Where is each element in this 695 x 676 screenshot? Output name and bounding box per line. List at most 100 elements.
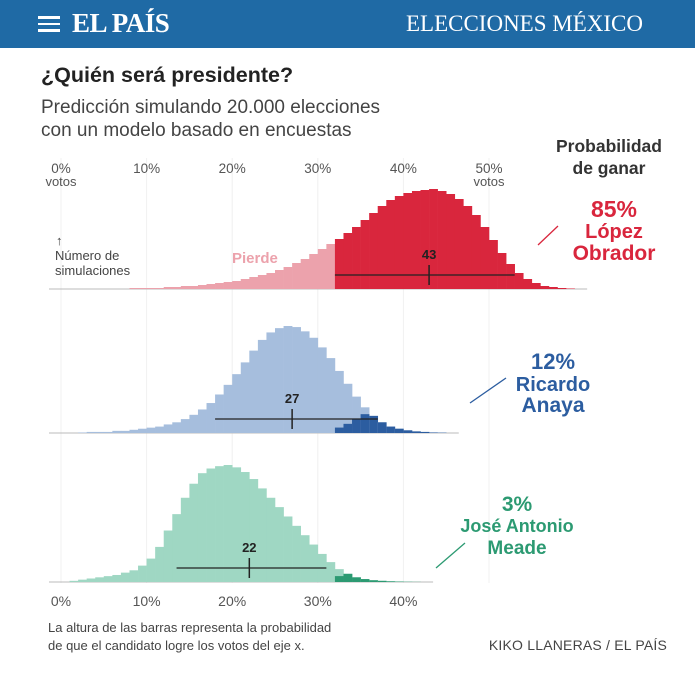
menu-icon[interactable] xyxy=(38,16,60,32)
median-label: 27 xyxy=(285,391,299,406)
histogram-bar xyxy=(78,579,87,582)
histogram-bar xyxy=(240,362,250,433)
candidate-name-line2: Meade xyxy=(487,538,546,559)
histogram-bar xyxy=(326,358,336,433)
histogram-bar xyxy=(180,419,190,433)
winning-bar xyxy=(377,580,387,582)
histogram-bar xyxy=(112,574,122,582)
histogram-bar xyxy=(146,288,156,289)
histogram-bar xyxy=(557,288,567,289)
histogram-bar xyxy=(506,264,515,289)
histogram-bar xyxy=(215,466,224,582)
histogram-bar xyxy=(523,279,533,289)
histogram-bar xyxy=(163,424,173,433)
histogram-bar xyxy=(326,244,336,289)
histogram-bar xyxy=(446,194,456,289)
histogram-bar xyxy=(531,283,541,289)
histogram-bar xyxy=(394,196,404,289)
histogram-bar xyxy=(369,213,379,289)
y-axis-arrow: ↑ xyxy=(56,233,63,248)
histogram-bar xyxy=(206,284,216,289)
median-label: 22 xyxy=(242,540,256,555)
label-connector xyxy=(537,225,559,246)
winning-bar xyxy=(343,573,353,582)
section-title[interactable]: ELECCIONES MÉXICO xyxy=(405,11,643,36)
x-tick-label-top: 30% xyxy=(304,161,331,176)
histogram-bar xyxy=(180,497,190,582)
histogram-bar xyxy=(309,544,319,582)
histogram-bar xyxy=(489,240,498,289)
histogram-bar xyxy=(197,409,207,433)
winning-bar xyxy=(394,428,404,433)
y-axis-label-line2: simulaciones xyxy=(55,263,131,278)
x-tick-label-top: 10% xyxy=(133,161,160,176)
probability-header: Probabilidad de ganar xyxy=(548,135,670,179)
histogram-bar xyxy=(120,430,130,433)
histogram-bar xyxy=(352,396,361,433)
histogram-bar xyxy=(257,339,267,433)
histogram-bar xyxy=(138,288,147,289)
histogram-bar xyxy=(189,483,199,582)
histogram-bar xyxy=(540,286,550,289)
x-tick-label-bottom: 30% xyxy=(304,593,332,609)
histogram-bar xyxy=(249,277,259,289)
site-logo[interactable]: EL PAÍS xyxy=(72,8,170,38)
histogram-bar xyxy=(189,414,199,433)
histogram-bar xyxy=(69,580,79,582)
histogram-bar xyxy=(343,383,353,433)
winning-bar xyxy=(360,579,370,582)
histogram-bar xyxy=(86,578,96,582)
histogram-bar xyxy=(292,263,301,289)
histogram-bar xyxy=(334,370,344,433)
histogram-bar xyxy=(275,270,284,289)
winning-bar xyxy=(429,432,438,433)
histogram-bar xyxy=(514,273,524,289)
candidate-name-line1: López xyxy=(585,221,643,243)
histogram-bar xyxy=(223,384,233,433)
top-bar: EL PAÍS ELECCIONES MÉXICO xyxy=(0,0,695,48)
histogram-bar xyxy=(232,467,242,582)
histogram-bar xyxy=(249,350,259,433)
winning-bar xyxy=(369,580,379,582)
histogram-bar xyxy=(78,432,87,433)
histogram-bar xyxy=(480,227,490,289)
histogram-bar xyxy=(437,191,447,289)
histogram-bar xyxy=(377,206,387,289)
histogram-bar xyxy=(129,288,139,289)
x-tick-label-bottom: 40% xyxy=(389,593,417,609)
histogram-bar xyxy=(120,572,130,582)
histogram-bar xyxy=(300,331,310,433)
x-tick-label-top: 0% xyxy=(51,161,71,176)
label-connector xyxy=(469,377,507,404)
winning-bar xyxy=(386,426,396,433)
histogram-bar xyxy=(317,347,327,433)
winning-bar xyxy=(334,427,344,433)
histogram-bar xyxy=(275,328,284,433)
histogram-bar xyxy=(463,206,473,289)
label-connector xyxy=(435,542,466,569)
histogram-bar xyxy=(249,479,259,582)
histogram-bar xyxy=(317,249,327,289)
candidate-name-line1: José Antonio xyxy=(460,516,573,536)
histogram-bar xyxy=(326,562,336,582)
histogram-bar xyxy=(172,287,182,289)
winning-bar xyxy=(334,576,344,582)
winning-bar xyxy=(369,415,379,433)
histogram-bar xyxy=(309,337,319,433)
x-unit-label-right: votos xyxy=(473,174,505,189)
histogram-bar xyxy=(155,288,165,289)
histogram-bar xyxy=(300,535,310,582)
histogram-bar xyxy=(146,558,156,582)
histogram-bar xyxy=(155,426,165,433)
histogram-bar xyxy=(197,285,207,289)
histogram-bar xyxy=(215,283,224,289)
x-tick-label-bottom: 0% xyxy=(51,593,71,609)
histogram-bar xyxy=(206,468,216,582)
x-tick-label-top: 50% xyxy=(475,161,502,176)
y-axis-label-line1: Número de xyxy=(55,248,119,263)
winning-bar xyxy=(343,423,353,433)
median-label: 43 xyxy=(422,247,436,262)
candidate-name-line2: Obrador xyxy=(573,242,656,265)
histogram-bar xyxy=(103,576,113,582)
histogram-bar xyxy=(334,569,344,582)
